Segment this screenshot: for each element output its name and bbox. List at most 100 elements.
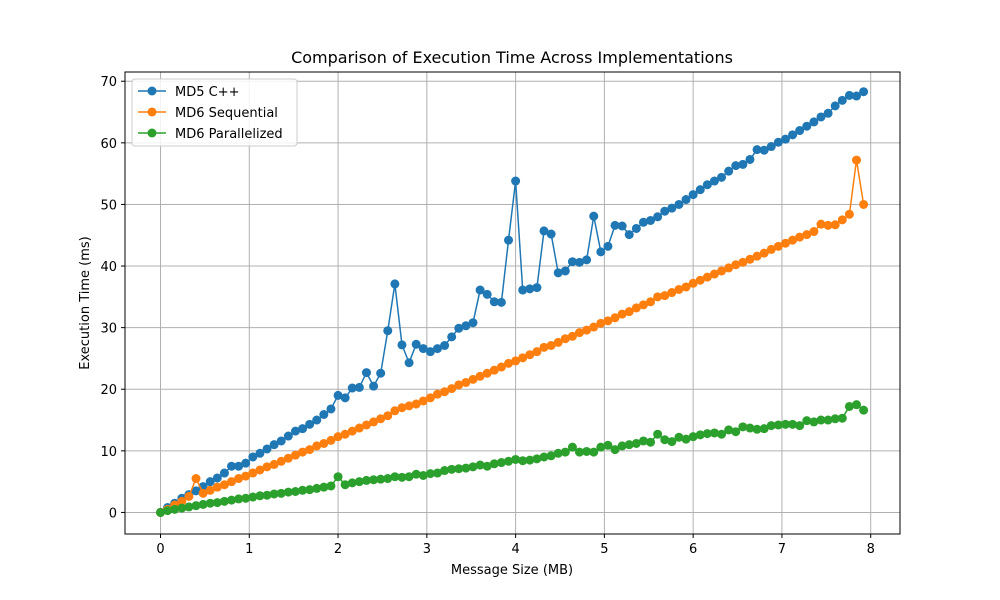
data-point-md6-parallelized (610, 445, 620, 455)
data-point-md5-c (709, 176, 719, 186)
data-point-md6-sequential (624, 307, 634, 317)
data-point-md6-sequential (617, 309, 627, 319)
data-point-md5-c (695, 185, 705, 195)
data-point-md5-c (596, 247, 606, 257)
data-point-md5-c (688, 190, 698, 200)
data-point-md6-sequential (447, 384, 457, 394)
data-point-md6-parallelized (298, 485, 308, 495)
data-point-md5-c (511, 176, 521, 186)
data-point-md6-sequential (227, 477, 237, 487)
data-point-md6-sequential (788, 235, 798, 245)
data-point-md5-c (631, 223, 641, 233)
data-point-md5-c (603, 241, 613, 251)
data-point-md6-parallelized (397, 472, 407, 482)
data-point-md6-parallelized (496, 458, 506, 468)
data-point-md5-c (518, 285, 528, 295)
data-point-md5-c (638, 217, 648, 227)
data-point-md6-parallelized (376, 474, 386, 484)
data-point-md5-c (532, 283, 542, 293)
data-point-md5-c (496, 297, 506, 307)
data-point-md6-sequential (688, 278, 698, 288)
data-point-md6-parallelized (631, 438, 641, 448)
data-point-md6-sequential (830, 220, 840, 230)
data-point-md5-c (447, 332, 457, 342)
data-point-md5-c (298, 424, 308, 434)
data-point-md6-parallelized (617, 441, 627, 451)
data-point-md6-parallelized (156, 507, 166, 517)
data-point-md6-parallelized (766, 421, 776, 431)
data-point-md6-parallelized (504, 456, 514, 466)
data-point-md6-sequential (681, 282, 691, 292)
y-tick-label: 0 (109, 506, 117, 521)
data-point-md6-sequential (191, 474, 201, 484)
y-tick-label: 60 (100, 137, 117, 152)
data-point-md6-sequential (766, 244, 776, 254)
data-point-md5-c (816, 112, 826, 122)
data-point-md6-parallelized (674, 432, 684, 442)
data-point-md5-c (724, 166, 734, 176)
x-tick-label: 6 (689, 542, 697, 557)
data-point-md5-c (454, 323, 464, 333)
legend-marker-md5 (147, 86, 157, 96)
data-point-md5-c (553, 268, 563, 278)
data-point-md6-sequential (262, 462, 272, 472)
data-point-md6-parallelized (844, 401, 854, 411)
data-point-md5-c (745, 154, 755, 164)
data-point-md6-sequential (560, 334, 570, 344)
data-point-md6-sequential (816, 219, 826, 229)
data-point-md6-parallelized (582, 446, 592, 456)
data-point-md5-c (418, 344, 428, 354)
data-point-md6-parallelized (830, 414, 840, 424)
data-point-md6-sequential (283, 453, 293, 463)
data-point-md6-parallelized (163, 506, 173, 516)
data-point-md6-parallelized (425, 469, 435, 479)
data-point-md6-sequential (518, 353, 528, 363)
legend-marker-md6-parallelized (147, 128, 157, 138)
data-point-md6-sequential (305, 445, 315, 455)
data-point-md6-sequential (461, 377, 471, 387)
data-point-md6-parallelized (383, 474, 393, 484)
legend-label-md6-parallelized: MD6 Parallelized (175, 127, 283, 142)
data-point-md6-parallelized (709, 428, 719, 438)
data-point-md5-c (482, 289, 492, 299)
data-point-md6-parallelized (191, 501, 201, 511)
data-point-md6-sequential (567, 331, 577, 341)
data-point-md5-c (759, 145, 769, 155)
data-point-md6-parallelized (411, 469, 421, 479)
data-point-md6-parallelized (802, 416, 812, 426)
data-point-md6-sequential (468, 374, 478, 384)
data-point-md6-parallelized (859, 405, 869, 415)
data-point-md6-parallelized (681, 434, 691, 444)
data-point-md5-c (780, 134, 790, 144)
x-tick-label: 4 (511, 542, 519, 557)
data-point-md5-c (411, 339, 421, 349)
data-point-md6-parallelized (738, 422, 748, 432)
data-point-md6-sequential (333, 432, 343, 442)
y-tick-label: 20 (100, 383, 117, 398)
data-point-md6-sequential (752, 251, 762, 261)
data-point-md6-sequential (504, 358, 514, 368)
data-point-md6-parallelized (724, 425, 734, 435)
data-point-md6-sequential (369, 417, 379, 427)
data-point-md6-parallelized (546, 451, 556, 461)
legend-marker-md6-sequential (147, 107, 157, 117)
data-point-md5-c (276, 436, 286, 446)
data-point-md6-parallelized (468, 462, 478, 472)
data-point-md6-parallelized (667, 437, 677, 447)
series-layer (156, 87, 869, 517)
data-point-md6-sequential (773, 241, 783, 251)
data-point-md5-c (823, 108, 833, 118)
data-point-md5-c (504, 235, 514, 245)
data-point-md5-c (617, 221, 627, 231)
data-point-md6-sequential (432, 389, 442, 399)
data-point-md6-parallelized (283, 487, 293, 497)
data-point-md6-sequential (290, 450, 300, 460)
data-point-md6-sequential (823, 220, 833, 230)
data-point-md5-c (589, 211, 599, 221)
data-point-md6-sequential (631, 303, 641, 313)
data-point-md6-sequential (795, 232, 805, 242)
data-point-md5-c (440, 341, 450, 350)
data-point-md6-sequential (347, 426, 357, 436)
data-point-md6-sequential (454, 380, 464, 390)
data-point-md6-sequential (667, 288, 677, 298)
